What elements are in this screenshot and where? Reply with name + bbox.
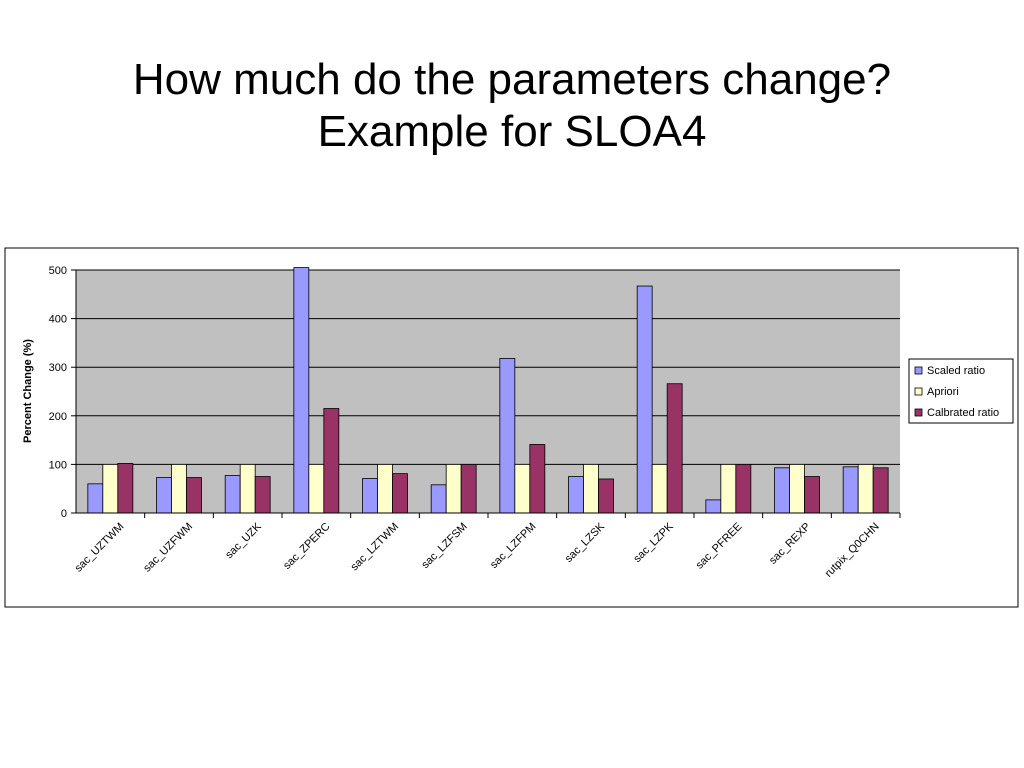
y-tick-label: 300 <box>49 362 67 374</box>
y-tick-label: 0 <box>61 508 67 520</box>
plot-background <box>76 270 900 513</box>
legend-swatch <box>914 366 923 375</box>
bar-scaled-ratio <box>774 467 790 514</box>
bar-scaled-ratio <box>430 484 447 514</box>
bar-calbrated-ratio <box>598 478 614 514</box>
y-tick-label: 100 <box>49 459 67 471</box>
slide-title: How much do the parameters change? Examp… <box>0 54 1024 158</box>
bar-scaled-ratio <box>705 499 722 514</box>
bar-calbrated-ratio <box>392 473 408 514</box>
bar-calbrated-ratio <box>735 463 752 514</box>
tick-labels: 0 100 200 300 400 500 <box>49 265 76 520</box>
y-tick-label: 400 <box>49 314 67 326</box>
bar-scaled-ratio <box>156 477 172 514</box>
slide-title-line1: How much do the parameters change? <box>132 55 892 104</box>
bar-scaled-ratio <box>499 358 516 514</box>
legend-frame <box>908 358 1014 424</box>
bar-scaled-ratio <box>842 466 859 514</box>
bar-scaled-ratio <box>293 267 310 514</box>
y-axis-title: Percent Change (%) <box>22 339 34 443</box>
bar-calbrated-ratio <box>254 476 271 514</box>
legend-label: Apriori <box>927 386 959 398</box>
bar-calbrated-ratio <box>872 467 889 514</box>
bar-apriori <box>308 463 325 514</box>
bar-calbrated-ratio <box>186 477 202 514</box>
bar-apriori <box>377 463 393 514</box>
bar-calbrated-ratio <box>117 463 134 514</box>
bar-apriori <box>102 463 119 514</box>
legend: Scaled ratio Apriori Calbrated ratio <box>908 358 1014 424</box>
bar-calbrated-ratio <box>529 444 546 514</box>
bar-apriori <box>583 463 599 514</box>
bar-apriori <box>514 463 531 514</box>
bar-calbrated-ratio <box>804 476 820 514</box>
slide-title-line2: Example for SLOA4 <box>317 107 707 156</box>
gridlines <box>76 269 900 465</box>
bar-apriori <box>171 463 187 514</box>
bar-calbrated-ratio <box>323 408 340 514</box>
bar-scaled-ratio <box>362 478 378 514</box>
bar-apriori <box>789 463 805 514</box>
bar-apriori <box>445 463 462 514</box>
bar-scaled-ratio <box>87 483 104 514</box>
legend-swatch <box>914 387 923 396</box>
bar-calbrated-ratio <box>666 383 683 514</box>
bar-apriori <box>651 463 668 514</box>
bar-scaled-ratio <box>224 475 241 514</box>
bar-scaled-ratio <box>568 476 584 514</box>
legend-swatch <box>914 408 923 417</box>
legend-label: Calbrated ratio <box>927 407 999 419</box>
bar-apriori <box>239 463 256 514</box>
y-tick-label: 500 <box>49 265 67 277</box>
bar-calbrated-ratio <box>460 463 477 514</box>
bar-apriori <box>720 463 737 514</box>
bar-scaled-ratio <box>636 285 653 514</box>
legend-label: Scaled ratio <box>927 365 985 377</box>
y-tick-label: 200 <box>49 411 67 423</box>
bar-apriori <box>857 463 874 514</box>
axes <box>75 270 901 518</box>
